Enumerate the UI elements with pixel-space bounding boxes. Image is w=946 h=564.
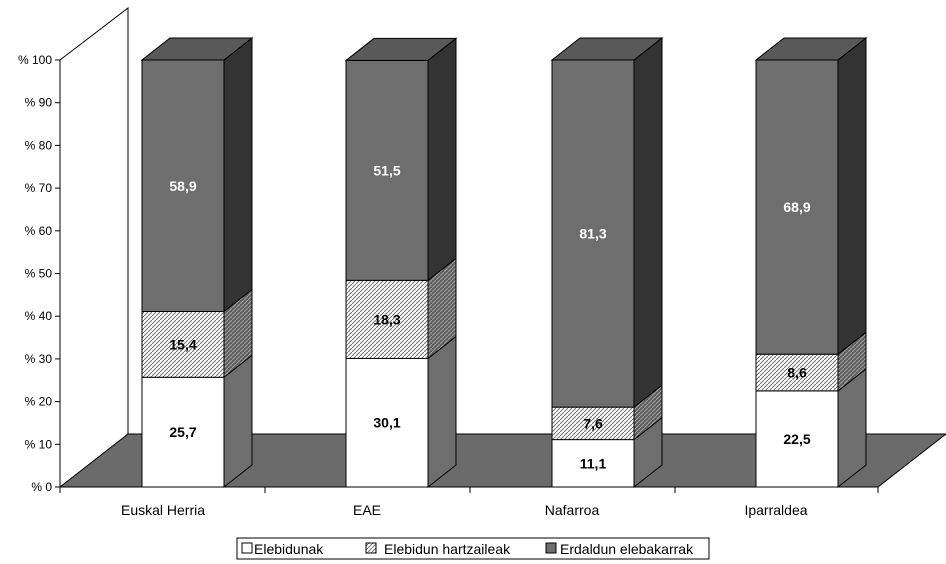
y-tick-label: % 30 <box>25 352 53 366</box>
data-label: 51,5 <box>373 162 400 178</box>
y-tick-label: % 60 <box>25 224 53 238</box>
bar-segment-elebidunak <box>755 390 839 488</box>
bar-top-face <box>344 37 458 61</box>
data-label: 68,9 <box>783 199 810 215</box>
legend-label-erdaldun-elebakarrak: Erdaldun elebakarrak <box>560 541 694 557</box>
data-label: 30,1 <box>373 415 400 431</box>
y-tick-label: % 0 <box>31 480 52 494</box>
y-tick-label: % 20 <box>25 395 53 409</box>
bar-top-face <box>140 37 254 61</box>
bar-segment-elebidunak <box>551 439 635 488</box>
data-label: 18,3 <box>373 311 400 327</box>
y-tick-label: % 50 <box>25 267 53 281</box>
y-tick-label: % 10 <box>25 437 53 451</box>
bar-side-elebidunak <box>223 354 253 489</box>
bar-side-elebidunak <box>427 335 457 489</box>
bar-segment-erdaldun-elebakarrak <box>755 59 839 355</box>
legend-swatch-elebidunak <box>241 542 253 554</box>
data-label: 81,3 <box>579 226 606 242</box>
bar-segment-elebidun-hartzaileak <box>141 311 225 378</box>
data-label: 7,6 <box>583 415 603 431</box>
data-label: 22,5 <box>783 431 810 447</box>
bar-segment-elebidun-hartzaileak <box>551 406 635 441</box>
back-wall <box>59 6 129 434</box>
bar-iparraldea <box>754 36 868 489</box>
data-label: 11,1 <box>580 455 607 471</box>
bar-segment-erdaldun-elebakarrak <box>141 59 225 313</box>
bar-side-erdaldun-elebakarrak <box>223 36 253 313</box>
bar-side-erdaldun-elebakarrak <box>837 36 867 356</box>
category-label: EAE <box>353 502 381 518</box>
legend: Elebidunak Elebidun hartzaileak Erdaldun… <box>236 537 710 560</box>
legend-swatch-erdaldun-elebakarrak <box>545 542 557 554</box>
bar-side-erdaldun-elebakarrak <box>633 36 663 409</box>
category-label: Iparraldea <box>744 502 807 518</box>
legend-swatch-elebidun-hartzaileak <box>365 542 377 554</box>
bar-euskal-herria <box>140 36 254 489</box>
bar-side-erdaldun-elebakarrak <box>427 37 457 282</box>
y-tick-label: % 90 <box>25 96 53 110</box>
data-label: 8,6 <box>787 365 807 381</box>
category-label: Nafarroa <box>545 502 600 518</box>
data-label: 15,4 <box>169 336 196 352</box>
bar-top-face <box>550 37 664 61</box>
bar-eae <box>344 37 458 489</box>
data-label: 25,7 <box>169 424 196 440</box>
bar-nafarroa <box>550 36 664 489</box>
legend-border <box>236 537 710 560</box>
bar-segment-elebidun-hartzaileak <box>755 353 839 392</box>
y-tick-label: % 70 <box>25 181 53 195</box>
y-tick-label: % 100 <box>18 53 52 67</box>
bar-top-face <box>754 37 868 61</box>
legend-label-elebidunak: Elebidunak <box>254 541 324 557</box>
bar-segment-elebidunak <box>141 376 225 488</box>
y-tick-label: % 80 <box>25 138 53 152</box>
y-tick-label: % 40 <box>25 309 53 323</box>
data-label: 58,9 <box>169 178 196 194</box>
category-label: Euskal Herria <box>121 502 205 518</box>
legend-label-elebidun-hartzaileak: Elebidun hartzaileak <box>384 541 511 557</box>
bar-segment-erdaldun-elebakarrak <box>345 59 429 281</box>
bar-segment-elebidunak <box>345 357 429 488</box>
bar-segment-elebidun-hartzaileak <box>345 279 429 359</box>
bar-segment-erdaldun-elebakarrak <box>551 59 635 408</box>
